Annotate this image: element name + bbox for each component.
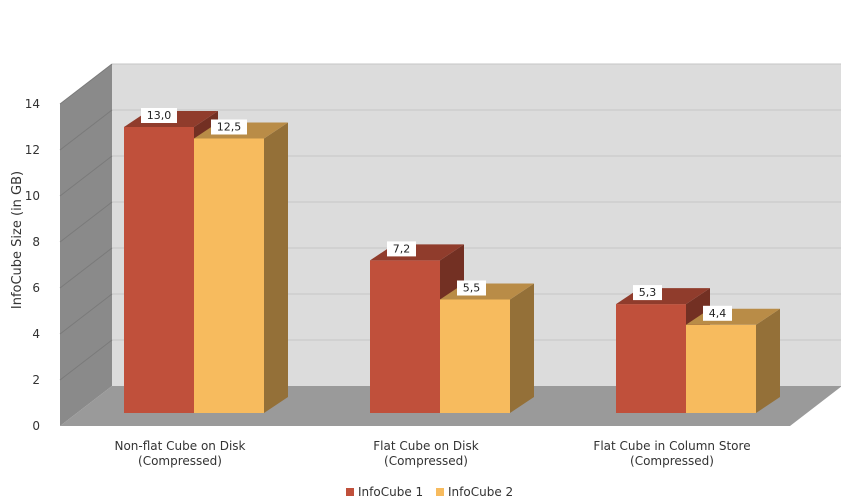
y-tick-label: 10 [25,189,40,203]
bar-front [370,260,440,413]
category-label: Non-flat Cube on Disk [114,439,245,453]
grid-line-side [59,247,113,289]
grid-line-side [59,63,113,105]
y-tick-label: 6 [32,281,40,295]
category-labels: Non-flat Cube on Disk(Compressed)Flat Cu… [114,439,750,468]
bar-front [124,127,194,413]
bar: 5,3 [616,285,710,413]
category-label: Flat Cube on Disk [373,439,478,453]
side-wall [60,64,112,426]
legend-label: InfoCube 1 [358,485,423,499]
data-label: 4,4 [709,307,727,320]
bar-side [510,283,534,413]
bar-side [264,122,288,413]
bar-front [194,138,264,413]
bar-front [686,324,756,413]
bar: 12,5 [194,119,288,413]
legend-label: InfoCube 2 [448,485,513,499]
data-label-box [703,305,732,321]
legend-swatch [346,488,354,496]
grid-line-side [59,201,113,243]
legend-swatch [436,488,444,496]
category-label: (Compressed) [138,454,222,468]
data-label-box [633,285,662,301]
grid-line-side [59,109,113,151]
y-tick-label: 14 [25,97,40,111]
y-tick-label: 12 [25,143,40,157]
y-axis-ticks: 0 2 4 6 8 10 12 14 [25,97,40,433]
grid-line-side [59,155,113,197]
y-tick-label: 4 [32,327,40,341]
bar: 5,5 [440,280,534,413]
legend: InfoCube 1 InfoCube 2 [346,485,513,499]
data-label-box [211,119,247,135]
bar-front [440,299,510,413]
bar-front [616,304,686,413]
data-label: 5,5 [463,282,481,295]
category-label: (Compressed) [630,454,714,468]
grid-line-side [59,293,113,335]
bars: 13,0 7,2 5,3 12,5 5,5 4,4 [124,108,780,413]
bar-side [756,308,780,413]
category-label: (Compressed) [384,454,468,468]
y-axis-label: InfoCube Size (in GB) [10,171,25,309]
category-label: Flat Cube in Column Store [593,439,750,453]
data-label: 7,2 [393,242,411,255]
data-label: 5,3 [639,286,657,299]
grid-line-side [59,339,113,381]
data-label: 12,5 [217,121,242,134]
data-label-box [387,241,416,257]
y-tick-label: 2 [32,373,40,387]
data-label: 13,0 [147,109,172,122]
bar: 4,4 [686,305,780,413]
y-tick-label: 8 [32,235,40,249]
y-tick-label: 0 [32,419,40,433]
data-label-box [141,108,177,123]
data-label-box [457,280,486,296]
